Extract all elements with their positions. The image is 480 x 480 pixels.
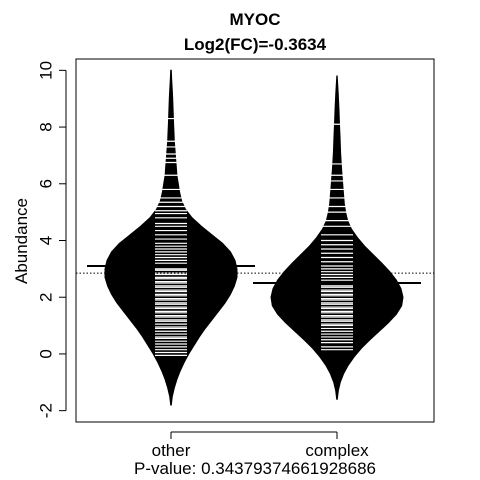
chart-title: MYOC (230, 10, 281, 29)
plot-area (76, 69, 434, 406)
bean-complex (270, 75, 404, 400)
x-tick-label-other: other (152, 441, 191, 460)
y-tick-label: 2 (37, 292, 56, 301)
y-tick-label: 4 (37, 236, 56, 245)
y-tick-label: -2 (37, 403, 56, 418)
y-tick-label: 8 (37, 122, 56, 131)
x-tick-label-complex: complex (305, 441, 369, 460)
y-axis-label: Abundance (12, 198, 31, 284)
chart-subtitle: Log2(FC)=-0.3634 (184, 35, 327, 54)
y-tick-label: 6 (37, 179, 56, 188)
y-tick-label: 10 (37, 61, 56, 80)
y-tick-label: 0 (37, 349, 56, 358)
y-axis: -2 0 2 4 6 8 10 (37, 61, 67, 418)
plot-border (75, 58, 435, 423)
p-value-text: P-value: 0.34379374661928686 (134, 459, 376, 478)
bean-other (104, 69, 238, 406)
x-axis: other complex (152, 431, 369, 460)
